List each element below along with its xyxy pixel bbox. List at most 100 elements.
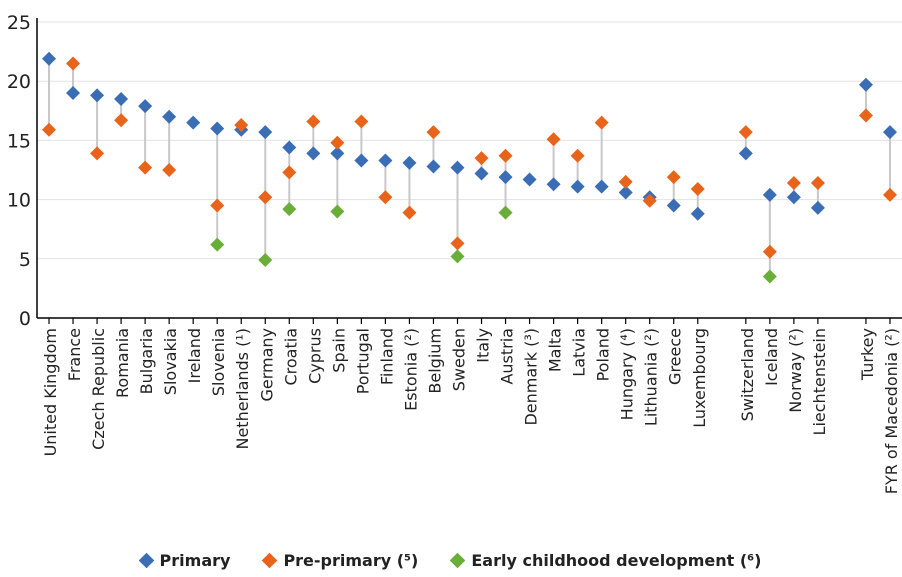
pre-primary-marker-belgium xyxy=(426,125,441,140)
x-tick-label-liechtenstein: Liechtenstein xyxy=(810,328,829,435)
primary-marker-belgium xyxy=(426,159,441,174)
pre-primary-marker-estonia xyxy=(402,205,417,220)
pre-primary-marker-fyr-of-macedonia xyxy=(882,187,897,202)
primary-marker-latvia xyxy=(570,179,585,194)
pre-primary-marker-malta xyxy=(546,132,561,147)
pre-primary-marker-lithuania xyxy=(642,193,657,208)
primary-marker-romania xyxy=(114,91,129,106)
legend-label-pre-primary: Pre-primary (⁵) xyxy=(283,550,419,570)
x-tick-label-bulgaria: Bulgaria xyxy=(137,328,156,394)
pre-primary-marker-czech-republic xyxy=(90,146,105,161)
legend-label-early-childhood: Early childhood development (⁶) xyxy=(471,550,762,570)
pre-primary-marker-spain xyxy=(330,135,345,150)
pre-primary-marker-turkey xyxy=(858,108,873,123)
x-tick-label-malta: Malta xyxy=(546,328,565,372)
x-tick-label-turkey: Turkey xyxy=(858,328,877,381)
x-tick-label-luxembourg: Luxembourg xyxy=(690,328,709,428)
y-tick-label: 10 xyxy=(7,190,31,212)
early-childhood-marker-iceland xyxy=(762,269,777,284)
primary-marker-greece xyxy=(666,198,681,213)
pre-primary-marker-bulgaria xyxy=(138,160,153,175)
chart-legend: Primary Pre-primary (⁵) Early childhood … xyxy=(0,548,902,572)
legend-item-primary: Primary xyxy=(138,550,231,570)
pre-primary-marker-hungary xyxy=(618,174,633,189)
x-tick-label-belgium: Belgium xyxy=(425,328,444,394)
early-childhood-marker-spain xyxy=(330,204,345,219)
x-tick-label-germany: Germany xyxy=(257,328,276,402)
primary-marker-turkey xyxy=(858,77,873,92)
primary-marker-austria xyxy=(498,170,513,185)
primary-marker-sweden xyxy=(450,160,465,175)
x-tick-label-greece: Greece xyxy=(666,328,685,385)
x-tick-label-slovakia: Slovakia xyxy=(161,328,180,395)
primary-marker-france xyxy=(66,86,81,101)
pre-primary-marker-portugal xyxy=(354,114,369,129)
x-tick-label-fyr-of-macedonia: FYR of Macedonia (²) xyxy=(882,328,901,494)
pre-primary-marker-norway xyxy=(786,176,801,191)
pre-primary-marker-cyprus xyxy=(306,114,321,129)
primary-marker-luxembourg xyxy=(690,206,705,221)
y-tick-label: 25 xyxy=(7,12,31,34)
x-tick-label-lithuania: Lithuania (²) xyxy=(642,328,661,426)
x-tick-label-italy: Italy xyxy=(474,328,493,363)
primary-marker-norway xyxy=(786,190,801,205)
x-tick-label-france: France xyxy=(65,328,84,381)
x-tick-label-ireland: Ireland xyxy=(185,328,204,383)
x-tick-label-romania: Romania xyxy=(113,328,132,398)
primary-marker-hungary xyxy=(618,185,633,200)
primary-marker-slovenia xyxy=(210,121,225,136)
legend-item-early-childhood: Early childhood development (⁶) xyxy=(450,550,762,570)
primary-marker-italy xyxy=(474,166,489,181)
pre-primary-marker-finland xyxy=(378,190,393,205)
primary-marker-portugal xyxy=(354,153,369,168)
x-tick-label-latvia: Latvia xyxy=(570,328,589,377)
x-tick-label-united-kingdom: United Kingdom xyxy=(41,328,60,456)
x-tick-label-austria: Austria xyxy=(498,328,517,385)
y-tick-label: 15 xyxy=(7,130,31,152)
y-tick-label: 5 xyxy=(19,249,31,271)
early-childhood-marker-austria xyxy=(498,205,513,220)
primary-marker-fyr-of-macedonia xyxy=(882,125,897,140)
primary-marker-denmark xyxy=(522,172,537,187)
primary-marker-liechtenstein xyxy=(810,200,825,215)
x-tick-label-iceland: Iceland xyxy=(762,328,781,386)
x-tick-label-sweden: Sweden xyxy=(449,328,468,391)
pre-primary-marker-iceland xyxy=(762,244,777,259)
primary-marker-cyprus xyxy=(306,146,321,161)
x-tick-label-portugal: Portugal xyxy=(353,328,372,394)
pre-primary-marker-austria xyxy=(498,148,513,163)
primary-marker-malta xyxy=(546,177,561,192)
primary-marker-switzerland xyxy=(738,146,753,161)
y-tick-label: 20 xyxy=(7,71,31,93)
x-tick-label-czech-republic: Czech Republic xyxy=(89,328,108,450)
pre-primary-marker-germany xyxy=(258,190,273,205)
pre-primary-marker-france xyxy=(66,56,81,71)
pre-primary-marker-switzerland xyxy=(738,125,753,140)
primary-marker-spain xyxy=(330,146,345,161)
pre-primary-marker-poland xyxy=(594,115,609,130)
pre-primary-marker-croatia xyxy=(282,165,297,180)
pre-primary-marker-luxembourg xyxy=(690,181,705,196)
primary-marker-poland xyxy=(594,179,609,194)
x-tick-label-estonia: Estonia (²) xyxy=(401,328,420,411)
early-childhood-marker-croatia xyxy=(282,202,297,217)
x-tick-label-slovenia: Slovenia xyxy=(209,328,228,396)
legend-label-primary: Primary xyxy=(159,550,231,570)
x-tick-label-switzerland: Switzerland xyxy=(738,328,757,421)
primary-marker-croatia xyxy=(282,140,297,155)
x-tick-label-cyprus: Cyprus xyxy=(305,328,324,384)
primary-marker-slovakia xyxy=(162,109,177,124)
legend-item-pre-primary: Pre-primary (⁵) xyxy=(262,550,419,570)
pre-primary-marker-sweden xyxy=(450,236,465,251)
legend-marker-early-childhood xyxy=(450,552,466,568)
chart-svg: 0 5 10 15 20 25 United Kingdom France Czech Repu… xyxy=(7,12,902,494)
primary-marker-bulgaria xyxy=(138,99,153,114)
x-tick-label-spain: Spain xyxy=(329,328,348,373)
x-tick-label-croatia: Croatia xyxy=(281,328,300,386)
pre-primary-marker-italy xyxy=(474,151,489,166)
pre-primary-marker-romania xyxy=(114,113,129,128)
early-childhood-marker-germany xyxy=(258,252,273,267)
legend-marker-pre-primary xyxy=(262,552,278,568)
primary-marker-iceland xyxy=(762,187,777,202)
pre-primary-marker-liechtenstein xyxy=(810,176,825,191)
